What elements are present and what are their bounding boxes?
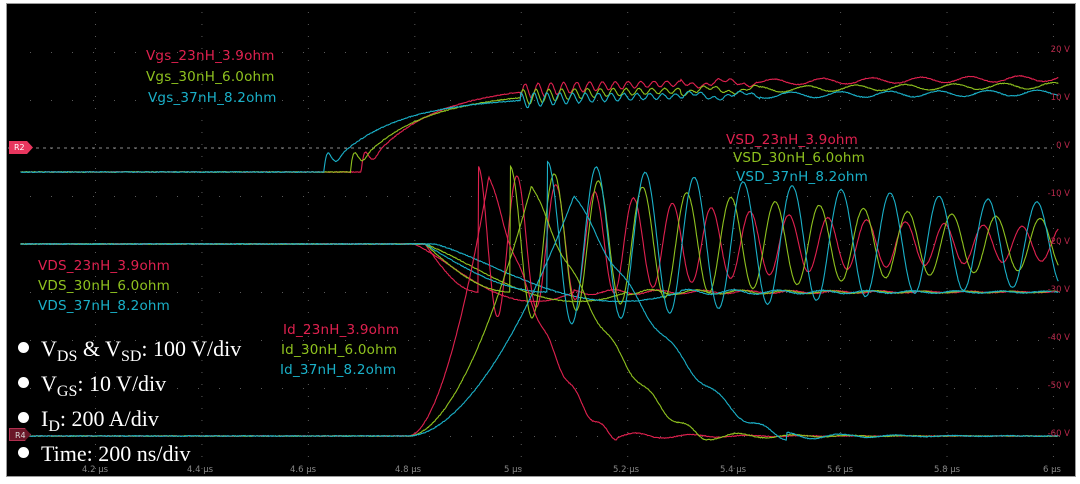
note-id-scale: ID: 200 A/div [18, 404, 159, 442]
bullet-icon [18, 412, 29, 423]
legend-vds-37nh: VDS_37nH_8.2ohm [38, 298, 171, 314]
x-tick-5us: 5 µs [504, 465, 522, 475]
y-tick-neg10v: -10 V [1047, 189, 1070, 199]
trace-id-37nh-8-2ohm [20, 195, 1059, 441]
bullet-icon [18, 377, 29, 388]
legend-vgs-37nh: Vgs_37nH_8.2ohm [148, 90, 277, 106]
y-tick-neg30v: -30 V [1047, 285, 1070, 295]
bullet-icon [18, 342, 29, 353]
x-tick-5-2us: 5.2 µs [612, 465, 640, 475]
legend-id-23nh: Id_23nH_3.9ohm [283, 322, 400, 338]
legend-vsd-30nh: VSD_30nH_6.0ohm [733, 150, 866, 166]
legend-vsd-23nh: VSD_23nH_3.9ohm [726, 132, 859, 148]
y-tick-20v: 20 V [1050, 45, 1070, 55]
x-tick-4-6us: 4.6 µs [289, 465, 317, 475]
y-tick-neg50v: -50 V [1047, 381, 1070, 391]
legend-id-37nh: Id_37nH_8.2ohm [280, 362, 397, 378]
x-tick-4-2us: 4.2 µs [81, 465, 109, 475]
x-tick-4-4us: 4.4 µs [186, 465, 214, 475]
ref-marker-r4: R4 [9, 428, 31, 441]
x-tick-5-6us: 5.6 µs [826, 465, 854, 475]
y-tick-0v: 0 V [1056, 141, 1070, 151]
x-tick-4-8us: 4.8 µs [394, 465, 422, 475]
trace-vsd-37nh-8-2ohm [20, 160, 1059, 325]
ref-marker-r2: R2 [9, 141, 33, 154]
y-tick-neg40v: -40 V [1047, 333, 1070, 343]
traces [20, 74, 1059, 441]
note-time-scale: Time: 200 ns/div [18, 439, 191, 469]
y-tick-neg60v: -60 V [1047, 429, 1070, 439]
bullet-icon [18, 447, 29, 458]
x-tick-6us: 6 µs [1043, 465, 1061, 475]
trace-vds-30nh-6-0ohm [20, 242, 1059, 303]
legend-vgs-23nh: Vgs_23nH_3.9ohm [146, 48, 275, 64]
trace-id-23nh-3-9ohm [20, 175, 1059, 441]
trace-vsd-30nh-6-0ohm [20, 164, 1059, 319]
x-tick-5-8us: 5.8 µs [933, 465, 961, 475]
legend-vgs-30nh: Vgs_30nH_6.0ohm [146, 69, 275, 85]
trace-vsd-23nh-3-9ohm [20, 166, 1059, 317]
legend-vsd-37nh: VSD_37nH_8.2ohm [736, 169, 869, 185]
note-vds-vsd-scale: VDS & VSD: 100 V/div [18, 334, 241, 372]
y-tick-10v: 10 V [1050, 93, 1070, 103]
x-tick-5-4us: 5.4 µs [719, 465, 747, 475]
note-vgs-scale: VGS: 10 V/div [18, 369, 166, 407]
legend-id-30nh: Id_30nH_6.0ohm [281, 342, 398, 358]
legend-vds-23nh: VDS_23nH_3.9ohm [38, 258, 171, 274]
y-tick-neg20v: -20 V [1047, 237, 1070, 247]
trace-vgs-37nh-8-2ohm [20, 89, 1059, 174]
legend-vds-30nh: VDS_30nH_6.0ohm [38, 278, 171, 294]
